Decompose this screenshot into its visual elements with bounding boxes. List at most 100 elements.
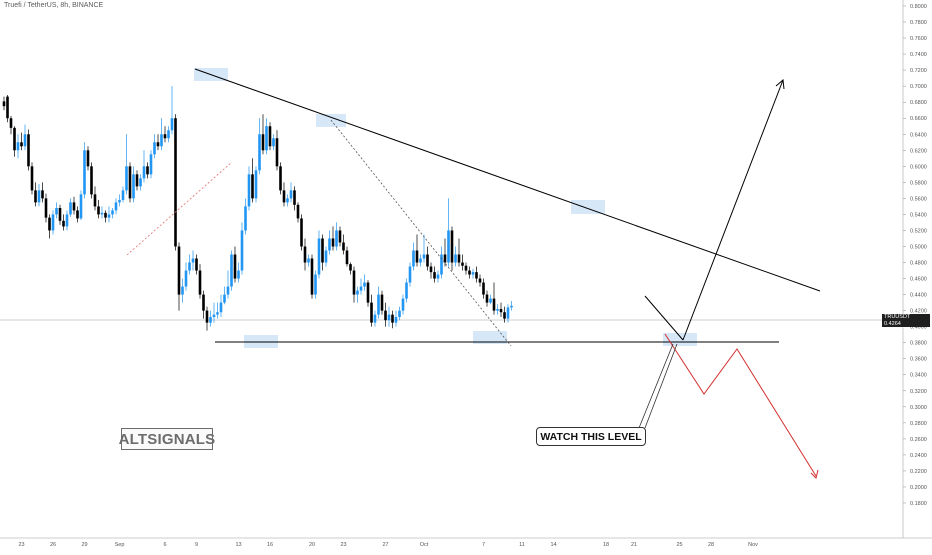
price-tag-countdown: 05:19:31 [884,327,928,334]
time-tick-label: 26 [50,542,56,548]
candle-body [318,238,321,274]
candle-body [493,299,496,311]
candle-body [465,266,468,271]
candle-body [468,271,471,275]
candle-body [349,264,352,270]
candle-body [3,101,6,106]
candle-body [27,134,30,166]
price-tick-label: 0.6400 [910,132,927,138]
candle-body [500,309,503,312]
time-tick-label: 7 [482,542,485,548]
candle-body [150,154,153,174]
candle-body [314,275,317,295]
candle-body [90,166,93,194]
candle-body [272,138,275,146]
candle-body [66,214,69,226]
candle-body [391,315,394,323]
candle-body [262,134,265,150]
candle-body [405,283,408,299]
candle-body [164,134,167,138]
candle-body [395,317,398,323]
candle-body [216,312,219,314]
price-tick-label: 0.2000 [910,485,927,491]
dotted-descending-line [331,120,511,346]
candle-body [360,287,363,291]
candle-body [297,205,300,219]
price-tick-label: 0.6600 [910,116,927,122]
candle-body [237,271,240,279]
candle-body [34,190,37,202]
time-tick-label: 14 [550,542,556,548]
candle-body [265,126,268,150]
candle-body [300,218,303,246]
candle-body [223,295,226,303]
candle-body [311,259,314,295]
candle-body [146,166,149,174]
candle-body [276,138,279,166]
price-tick-label: 0.5400 [910,212,927,218]
candle-body [167,130,170,138]
candle-body [41,190,44,198]
candle-body [31,166,34,190]
candle-body [241,230,244,270]
candle-body [461,263,464,266]
candle-body [132,174,135,198]
candle-body [94,194,97,206]
candle-body [129,166,132,198]
time-tick-label: 27 [382,542,388,548]
price-tick-label: 0.4600 [910,277,927,283]
price-tick-label: 0.6000 [910,164,927,170]
price-tick-label: 0.3800 [910,341,927,347]
candle-body [286,198,289,202]
candle-body [353,271,356,295]
candle-body [356,291,359,295]
candle-body [6,97,9,119]
candle-body [139,178,142,186]
candle-body [62,221,65,227]
price-tick-label: 0.7400 [910,52,927,58]
candle-body [251,174,254,198]
candle-body [192,259,195,263]
candle-body [339,230,342,242]
last-price-tag: TRUUSDT 0.4264 05:19:31 [882,314,930,327]
candle-body [335,230,338,246]
candle-body [97,206,100,214]
callout-pointer [639,344,673,428]
candle-body [153,142,156,154]
candle-body [423,255,426,259]
candle-body [321,238,324,262]
candle-body [55,208,58,214]
candle-body [283,190,286,202]
candle-body [381,295,384,311]
candle-body [83,150,86,194]
price-tick-label: 0.3400 [910,373,927,379]
candle-body [426,255,429,267]
candle-body [20,142,23,146]
candle-body [377,295,380,315]
price-tick-label: 0.5000 [910,244,927,250]
candle-body [101,213,104,215]
candle-body [73,202,76,210]
candle-body [244,206,247,230]
candle-body [458,255,461,263]
candle-body [220,303,223,313]
candle-body [293,190,296,204]
candle-body [409,267,412,283]
candle-body [206,311,209,323]
candle-body [419,259,422,263]
time-tick-label: 11 [519,542,525,548]
price-tick-label: 0.5200 [910,228,927,234]
price-tick-label: 0.7800 [910,20,927,26]
candle-body [486,295,489,303]
candle-body [342,242,345,250]
time-tick-label: 9 [195,542,198,548]
time-tick-label: 13 [235,542,241,548]
time-tick-label: 23 [340,542,346,548]
time-tick-label: 16 [267,542,273,548]
candle-body [157,142,160,146]
callout-pointer [645,344,677,428]
price-tick-label: 0.5800 [910,180,927,186]
candle-body [69,202,72,214]
time-tick-label: 29 [81,542,87,548]
